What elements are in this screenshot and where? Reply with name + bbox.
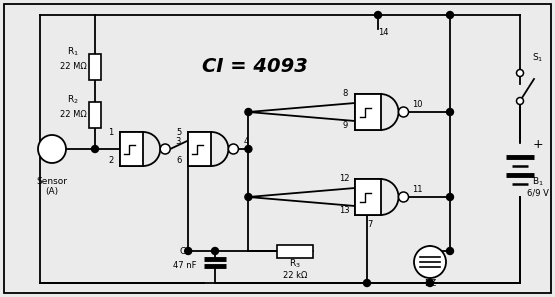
Circle shape [398, 192, 408, 202]
Text: 12: 12 [339, 174, 349, 183]
Text: 22 MΩ: 22 MΩ [59, 62, 87, 71]
Bar [188, 132, 211, 166]
Circle shape [185, 247, 191, 255]
Circle shape [517, 97, 523, 105]
Text: (A): (A) [46, 187, 59, 196]
Text: 5: 5 [176, 128, 182, 137]
Circle shape [92, 146, 98, 152]
Circle shape [160, 144, 170, 154]
Text: 13: 13 [339, 206, 349, 215]
Text: 22 kΩ: 22 kΩ [283, 271, 307, 280]
Circle shape [517, 69, 523, 77]
Text: 2: 2 [108, 156, 114, 165]
Circle shape [245, 108, 252, 116]
Text: 7: 7 [367, 220, 373, 229]
Circle shape [245, 194, 252, 200]
Text: Sensor: Sensor [37, 177, 68, 186]
Text: 22 MΩ: 22 MΩ [59, 110, 87, 119]
Text: 14: 14 [378, 28, 388, 37]
Circle shape [447, 247, 453, 255]
Circle shape [229, 144, 239, 154]
Circle shape [447, 12, 453, 18]
Circle shape [211, 247, 219, 255]
Text: 1: 1 [108, 128, 114, 137]
Circle shape [447, 194, 453, 200]
Text: 6/9 V: 6/9 V [527, 189, 549, 198]
Text: R$_1$: R$_1$ [67, 46, 79, 59]
Bar [120, 132, 143, 166]
Text: 4: 4 [244, 137, 249, 146]
Circle shape [414, 246, 446, 278]
Text: +: + [533, 138, 543, 151]
Text: 8: 8 [342, 89, 347, 98]
Bar [355, 94, 381, 130]
Circle shape [245, 146, 252, 152]
Bar [89, 54, 101, 80]
Circle shape [38, 135, 66, 163]
Bar [277, 244, 313, 257]
Text: R$_2$: R$_2$ [67, 94, 79, 107]
Circle shape [375, 12, 381, 18]
Circle shape [447, 108, 453, 116]
Text: 11: 11 [412, 185, 423, 194]
Circle shape [364, 279, 371, 287]
Text: BZ: BZ [424, 279, 436, 288]
Bar [355, 179, 381, 215]
Text: C$_1$: C$_1$ [179, 245, 191, 257]
Text: 10: 10 [412, 100, 423, 109]
Text: CI = 4093: CI = 4093 [202, 57, 308, 76]
Text: 6: 6 [176, 156, 182, 165]
Text: S$_1$: S$_1$ [532, 52, 544, 64]
Circle shape [426, 279, 433, 287]
Text: 47 nF: 47 nF [173, 261, 197, 270]
Text: 9: 9 [342, 121, 347, 130]
Text: B$_1$: B$_1$ [532, 175, 544, 187]
Bar [89, 102, 101, 128]
Text: 3: 3 [175, 137, 181, 146]
Text: R$_3$: R$_3$ [289, 257, 301, 269]
Circle shape [398, 107, 408, 117]
